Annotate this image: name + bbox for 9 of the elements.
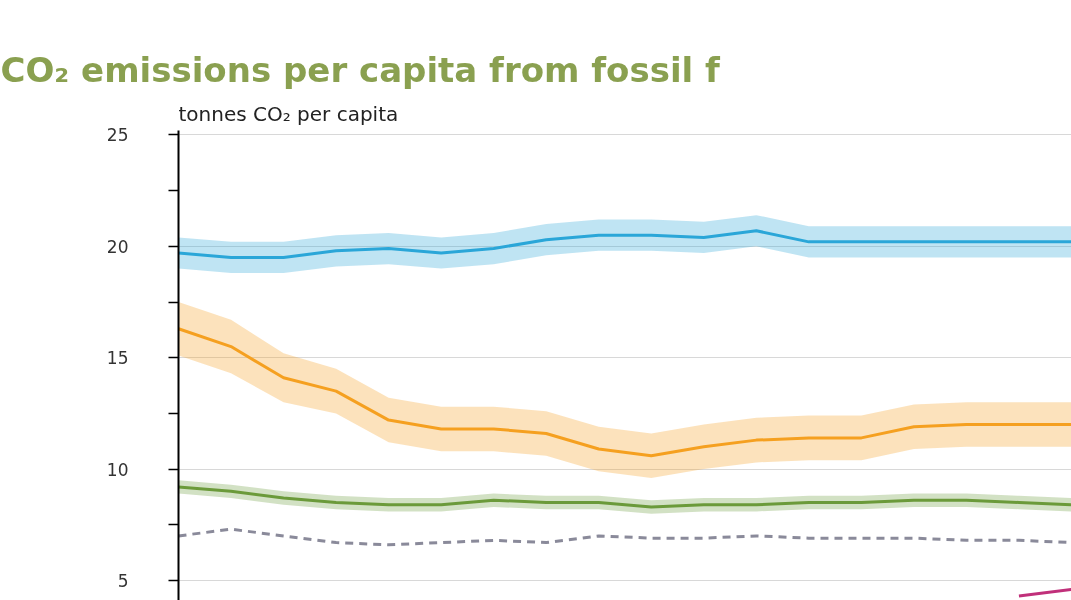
y-tick-label: 10 bbox=[106, 459, 129, 480]
y-tick-label: 5 bbox=[117, 570, 129, 591]
y-tick-label: 20 bbox=[106, 236, 129, 257]
y-tick-label: 15 bbox=[106, 348, 129, 369]
line-series bbox=[178, 327, 1071, 458]
chart-title: CO₂ emissions per capita from fossil f bbox=[0, 49, 722, 90]
line-series bbox=[178, 229, 1071, 259]
y-tick-label: 25 bbox=[106, 125, 129, 146]
y-axis-title: tonnes CO₂ per capita bbox=[178, 101, 399, 126]
